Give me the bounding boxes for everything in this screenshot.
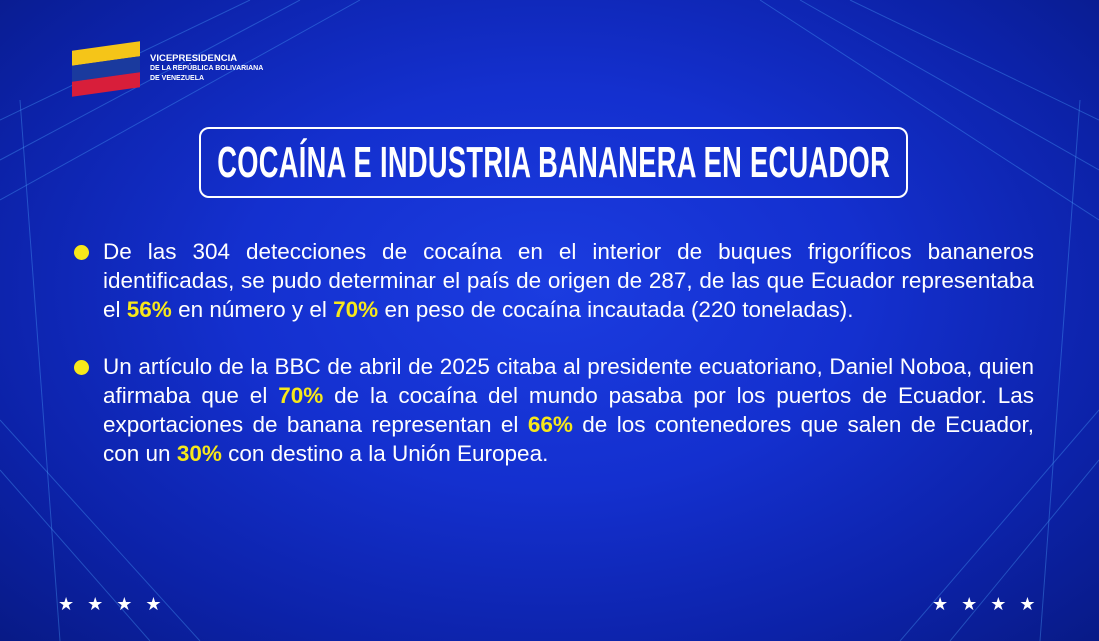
highlight: 66% bbox=[527, 412, 573, 437]
title-box: COCAÍNA E INDUSTRIA BANANERA EN ECUADOR bbox=[199, 127, 908, 198]
text: en peso de cocaína incautada (220 tonela… bbox=[378, 297, 854, 322]
bullet-list: De las 304 detecciones de cocaína en el … bbox=[74, 237, 1034, 496]
text: en número y el bbox=[171, 297, 334, 322]
bullet-dot-icon bbox=[74, 245, 89, 260]
highlight: 70% bbox=[278, 383, 324, 408]
stars-left-icon: ★★★★ bbox=[58, 594, 175, 614]
venezuela-flag-icon bbox=[72, 41, 140, 97]
logo-line-1: VICEPRESIDENCIA bbox=[150, 53, 238, 64]
page-title: COCAÍNA E INDUSTRIA BANANERA EN ECUADOR bbox=[217, 137, 890, 187]
stars-right-icon: ★★★★ bbox=[932, 594, 1049, 614]
logo-line-3: DE VENEZUELA bbox=[150, 75, 205, 82]
highlight: 70% bbox=[333, 297, 379, 322]
text: con destino a la Unión Europea. bbox=[221, 441, 549, 466]
logo-line-2: DE LA REPÚBLICA BOLIVARIANA bbox=[150, 65, 264, 72]
highlight: 56% bbox=[126, 297, 172, 322]
bullet-item: Un artículo de la BBC de abril de 2025 c… bbox=[74, 352, 1034, 468]
bullet-dot-icon bbox=[74, 360, 89, 375]
text: De las 304 detecciones de cocaína en el … bbox=[103, 239, 1034, 322]
highlight: 30% bbox=[176, 441, 222, 466]
bullet-item: De las 304 detecciones de cocaína en el … bbox=[74, 237, 1034, 324]
text: Un artículo de la BBC de abril de 2025 c… bbox=[103, 354, 1034, 408]
text: de la cocaína del mundo pasaba por los p… bbox=[103, 383, 1034, 437]
vicepresidencia-logo: VICEPRESIDENCIA DE LA REPÚBLICA BOLIVARI… bbox=[72, 41, 264, 97]
text: de los contenedores que salen de Ecuador… bbox=[103, 412, 1034, 466]
